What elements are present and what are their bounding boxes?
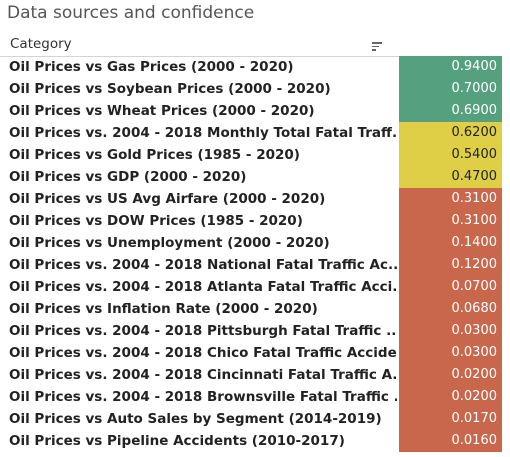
table-row[interactable]: Oil Prices vs. 2004 - 2018 Cincinnati Fa… <box>0 364 502 386</box>
table-row[interactable]: Oil Prices vs Inflation Rate (2000 - 202… <box>0 298 502 320</box>
category-cell: Oil Prices vs Inflation Rate (2000 - 202… <box>9 301 318 317</box>
table-row[interactable]: Oil Prices vs. 2004 - 2018 Monthly Total… <box>0 122 502 144</box>
column-header: Category <box>0 34 502 57</box>
confidence-value-cell: 0.6900 <box>399 100 502 122</box>
category-cell: Oil Prices vs. 2004 - 2018 Pittsburgh Fa… <box>9 323 397 339</box>
table-row[interactable]: Oil Prices vs GDP (2000 - 2020) 0.4700 <box>0 166 502 188</box>
table-row[interactable]: Oil Prices vs Auto Sales by Segment (201… <box>0 408 502 430</box>
confidence-value-cell: 0.5400 <box>399 144 502 166</box>
table-row[interactable]: Oil Prices vs Gold Prices (1985 - 2020) 0… <box>0 144 502 166</box>
confidence-value-cell: 0.0700 <box>399 276 502 298</box>
category-cell: Oil Prices vs. 2004 - 2018 Brownsville F… <box>9 389 397 405</box>
confidence-value-cell: 0.0300 <box>399 342 502 364</box>
confidence-value-cell: 0.0160 <box>399 430 502 452</box>
confidence-value-cell: 0.0680 <box>399 298 502 320</box>
confidence-value-cell: 0.6200 <box>399 122 502 144</box>
table-row[interactable]: Oil Prices vs. 2004 - 2018 National Fata… <box>0 254 502 276</box>
confidence-value-cell: 0.0300 <box>399 320 502 342</box>
confidence-value-cell: 0.1200 <box>399 254 502 276</box>
table-row[interactable]: Oil Prices vs Pipeline Accidents (2010-2… <box>0 430 502 452</box>
table-row[interactable]: Oil Prices vs DOW Prices (1985 - 2020) 0.… <box>0 210 502 232</box>
confidence-value-cell: 0.0170 <box>399 408 502 430</box>
table-row[interactable]: Oil Prices vs. 2004 - 2018 Brownsville F… <box>0 386 502 408</box>
table-body: Oil Prices vs Gas Prices (2000 - 2020) 0.… <box>0 56 502 452</box>
table-row[interactable]: Oil Prices vs. 2004 - 2018 Atlanta Fatal… <box>0 276 502 298</box>
sort-descending-icon[interactable] <box>372 42 382 51</box>
category-cell: Oil Prices vs Pipeline Accidents (2010-2… <box>9 433 345 449</box>
category-cell: Oil Prices vs Soybean Prices (2000 - 202… <box>9 81 331 97</box>
category-cell: Oil Prices vs. 2004 - 2018 Atlanta Fatal… <box>9 279 397 295</box>
category-cell: Oil Prices vs. 2004 - 2018 National Fata… <box>9 257 397 273</box>
table-row[interactable]: Oil Prices vs. 2004 - 2018 Chico Fatal T… <box>0 342 502 364</box>
table-row[interactable]: Oil Prices vs US Avg Airfare (2000 - 202… <box>0 188 502 210</box>
category-cell: Oil Prices vs Gas Prices (2000 - 2020) <box>9 59 294 75</box>
category-cell: Oil Prices vs US Avg Airfare (2000 - 202… <box>9 191 326 207</box>
confidence-value-cell: 0.7000 <box>399 78 502 100</box>
category-cell: Oil Prices vs Gold Prices (1985 - 2020) <box>9 147 300 163</box>
category-cell: Oil Prices vs DOW Prices (1985 - 2020) <box>9 213 303 229</box>
confidence-value-cell: 0.4700 <box>399 166 502 188</box>
category-cell: Oil Prices vs Unemployment (2000 - 2020) <box>9 235 330 251</box>
page-title: Data sources and confidence <box>7 3 255 23</box>
confidence-value-cell: 0.3100 <box>399 210 502 232</box>
confidence-value-cell: 0.0200 <box>399 364 502 386</box>
category-cell: Oil Prices vs GDP (2000 - 2020) <box>9 169 247 185</box>
category-cell: Oil Prices vs. 2004 - 2018 Monthly Total… <box>9 125 397 141</box>
confidence-value-cell: 0.1400 <box>399 232 502 254</box>
confidence-value-cell: 0.3100 <box>399 188 502 210</box>
category-cell: Oil Prices vs. 2004 - 2018 Chico Fatal T… <box>9 345 397 361</box>
table-row[interactable]: Oil Prices vs Wheat Prices (2000 - 2020)… <box>0 100 502 122</box>
confidence-value-cell: 0.0200 <box>399 386 502 408</box>
confidence-value-cell: 0.9400 <box>399 56 502 78</box>
table-row[interactable]: Oil Prices vs. 2004 - 2018 Pittsburgh Fa… <box>0 320 502 342</box>
table-row[interactable]: Oil Prices vs Unemployment (2000 - 2020)… <box>0 232 502 254</box>
category-column-label[interactable]: Category <box>10 36 72 52</box>
category-cell: Oil Prices vs Wheat Prices (2000 - 2020) <box>9 103 315 119</box>
table-row[interactable]: Oil Prices vs Gas Prices (2000 - 2020) 0.… <box>0 56 502 78</box>
category-cell: Oil Prices vs Auto Sales by Segment (201… <box>9 411 382 427</box>
table-row[interactable]: Oil Prices vs Soybean Prices (2000 - 202… <box>0 78 502 100</box>
category-cell: Oil Prices vs. 2004 - 2018 Cincinnati Fa… <box>9 367 397 383</box>
